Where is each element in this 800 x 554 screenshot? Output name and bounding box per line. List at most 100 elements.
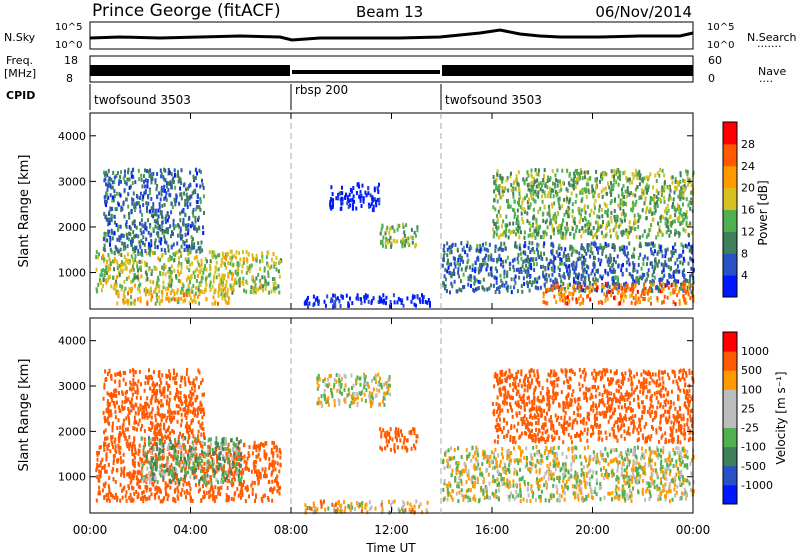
range-gate-cell xyxy=(559,257,562,261)
range-gate-cell xyxy=(543,241,546,246)
range-gate-cell xyxy=(675,283,678,288)
range-gate-cell xyxy=(194,291,197,296)
range-gate-cell xyxy=(148,242,150,247)
range-gate-cell xyxy=(267,498,270,502)
range-gate-cell xyxy=(154,464,157,469)
range-gate-cell xyxy=(222,293,224,298)
range-gate-cell xyxy=(252,461,255,466)
range-gate-cell xyxy=(601,288,604,293)
range-gate-cell xyxy=(137,484,140,489)
range-gate-cell xyxy=(452,256,455,261)
range-gate-cell xyxy=(504,246,507,251)
range-gate-cell xyxy=(167,442,170,447)
range-gate-cell xyxy=(568,212,571,217)
range-gate-cell xyxy=(238,468,241,473)
range-gate-cell xyxy=(193,413,196,418)
range-gate-cell xyxy=(184,257,187,262)
range-gate-cell xyxy=(219,492,222,497)
range-gate-cell xyxy=(506,223,509,228)
range-gate-cell xyxy=(119,268,122,273)
range-gate-cell xyxy=(536,178,539,183)
range-gate-cell xyxy=(591,283,594,288)
range-gate-cell xyxy=(107,496,110,501)
range-gate-cell xyxy=(103,273,106,277)
range-gate-cell xyxy=(692,280,695,285)
range-gate-cell xyxy=(598,215,601,220)
range-gate-cell xyxy=(170,463,173,468)
range-gate-cell xyxy=(145,478,148,483)
range-gate-cell xyxy=(332,293,335,298)
range-gate-cell xyxy=(337,192,340,197)
range-gate-cell xyxy=(132,250,135,255)
range-gate-cell xyxy=(551,272,554,277)
range-gate-cell xyxy=(144,459,147,464)
range-gate-cell xyxy=(132,381,135,386)
range-gate-cell xyxy=(193,242,196,247)
range-gate-cell xyxy=(186,459,189,464)
range-gate-cell xyxy=(547,175,549,180)
range-gate-cell xyxy=(182,221,184,226)
range-gate-cell xyxy=(397,296,400,301)
range-gate-cell xyxy=(565,221,568,226)
range-gate-cell xyxy=(584,223,587,228)
range-gate-cell xyxy=(263,474,265,479)
range-gate-cell xyxy=(606,297,609,301)
range-gate-cell xyxy=(647,268,650,273)
range-gate-cell xyxy=(590,241,593,246)
range-gate-cell xyxy=(208,451,211,456)
range-gate-cell xyxy=(180,265,183,270)
range-gate-cell xyxy=(683,268,685,273)
noise-panel: N.Sky N.Search ······· 10^5 10^0 10^5 10… xyxy=(4,21,797,53)
range-gate-cell xyxy=(234,491,237,496)
range-gate-cell xyxy=(444,286,446,291)
range-gate-cell xyxy=(477,270,480,275)
range-gate-cell xyxy=(536,277,539,282)
range-gate-cell xyxy=(600,172,603,177)
range-gate-cell xyxy=(121,488,124,493)
range-gate-cell xyxy=(637,218,640,223)
range-gate-cell xyxy=(574,280,577,285)
range-gate-cell xyxy=(151,476,154,481)
range-gate-cell xyxy=(139,485,141,490)
range-gate-cell xyxy=(490,257,493,262)
range-gate-cell xyxy=(329,202,332,207)
range-gate-cell xyxy=(263,275,266,280)
range-gate-cell xyxy=(542,300,545,304)
range-gate-cell xyxy=(598,208,601,213)
range-gate-cell xyxy=(625,260,628,265)
range-gate-cell xyxy=(632,205,635,210)
range-gate-cell xyxy=(619,206,622,211)
range-gate-cell xyxy=(520,284,523,288)
range-gate-cell xyxy=(339,304,342,308)
range-gate-cell xyxy=(628,192,631,197)
range-gate-cell xyxy=(247,451,250,456)
freq-band-3 xyxy=(442,65,693,76)
range-gate-cell xyxy=(246,487,249,492)
range-gate-cell xyxy=(141,197,144,202)
range-gate-cell xyxy=(124,427,127,432)
range-gate-cell xyxy=(196,273,199,278)
range-gate-cell xyxy=(673,278,676,283)
range-gate-cell xyxy=(585,270,588,275)
range-gate-cell xyxy=(690,290,693,295)
range-gate-cell xyxy=(588,290,591,294)
range-gate-cell xyxy=(580,234,583,239)
range-gate-cell xyxy=(128,237,130,242)
range-gate-cell xyxy=(446,253,449,258)
range-gate-cell xyxy=(188,453,191,458)
range-gate-cell xyxy=(638,235,641,240)
range-gate-cell xyxy=(376,198,379,202)
range-gate-cell xyxy=(126,244,129,249)
range-gate-cell xyxy=(242,470,245,475)
range-gate-cell xyxy=(192,270,195,275)
range-gate-cell xyxy=(429,301,431,306)
range-gate-cell xyxy=(107,462,110,467)
range-gate-cell xyxy=(141,184,144,189)
range-gate-cell xyxy=(594,277,597,282)
range-gate-cell xyxy=(551,268,554,273)
range-gate-cell xyxy=(622,262,624,267)
range-gate-cell xyxy=(516,228,519,233)
range-gate-cell xyxy=(675,187,678,192)
range-gate-cell xyxy=(261,499,264,504)
range-gate-cell xyxy=(498,184,501,189)
